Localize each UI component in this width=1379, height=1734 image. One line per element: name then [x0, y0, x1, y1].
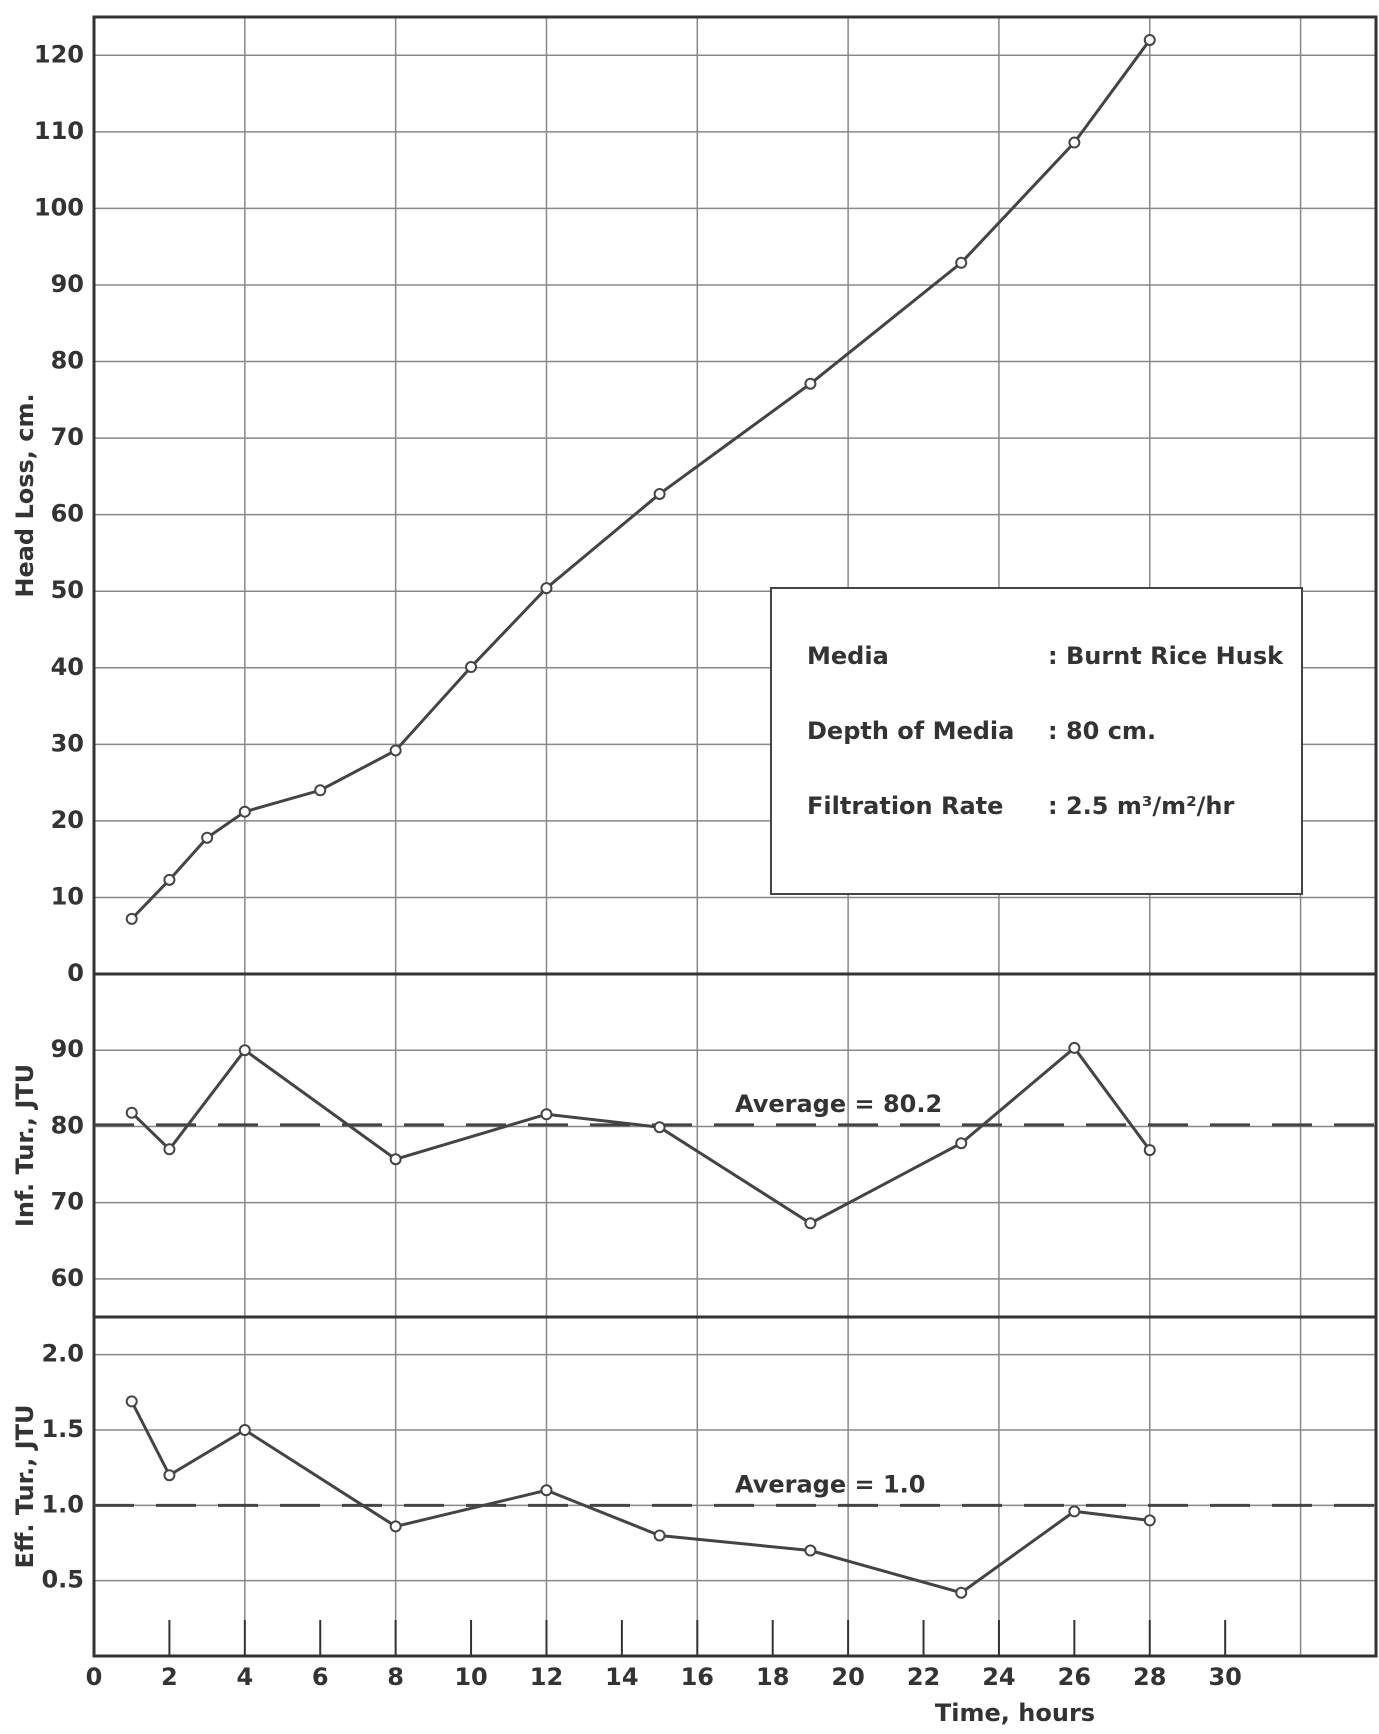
data-point — [804, 1217, 817, 1230]
data-point — [314, 784, 327, 797]
data-point — [804, 1544, 817, 1557]
y-tick-label: 80 — [51, 1111, 84, 1139]
x-axis-label: Time, hours — [935, 1699, 1095, 1727]
data-point — [1068, 1041, 1081, 1054]
info-text: : 2.5 m³/m²/hr — [1048, 792, 1234, 820]
x-tick-label: 24 — [982, 1663, 1015, 1691]
data-point — [653, 1529, 666, 1542]
info-box — [770, 587, 1303, 895]
x-tick-label: 8 — [387, 1663, 404, 1691]
x-tick-label: 4 — [236, 1663, 253, 1691]
y-tick-label: 100 — [34, 193, 84, 221]
info-text: Media — [807, 642, 889, 670]
x-tick-label: 22 — [907, 1663, 940, 1691]
y-tick-label: 1.5 — [41, 1415, 84, 1443]
data-line — [130, 1045, 1151, 1225]
data-point — [1143, 33, 1156, 46]
x-tick-label: 18 — [756, 1663, 789, 1691]
data-point — [653, 487, 666, 500]
data-point — [1068, 1505, 1081, 1518]
y-tick-label: 110 — [34, 117, 84, 145]
data-point — [238, 1044, 251, 1057]
y-tick-label: 70 — [51, 423, 84, 451]
data-point — [1143, 1144, 1156, 1157]
panel-frame — [92, 1315, 1378, 1658]
y-tick-label: 40 — [51, 653, 84, 681]
data-point — [238, 805, 251, 818]
x-tick-label: 14 — [605, 1663, 638, 1691]
x-tick-label: 6 — [312, 1663, 329, 1691]
y-tick-label: 80 — [51, 347, 84, 375]
average-label: Average = 80.2 — [735, 1090, 942, 1118]
data-point — [125, 912, 138, 925]
y-tick-label: 90 — [51, 1035, 84, 1063]
data-point — [955, 256, 968, 269]
data-point — [465, 660, 478, 673]
data-point — [163, 1469, 176, 1482]
y-axis-label: Head Loss, cm. — [11, 393, 39, 597]
y-tick-label: 0.5 — [41, 1566, 84, 1594]
y-tick-label: 30 — [51, 729, 84, 757]
average-label: Average = 1.0 — [735, 1470, 925, 1498]
x-tick-label: 28 — [1133, 1663, 1166, 1691]
x-tick-label: 16 — [681, 1663, 714, 1691]
data-line — [130, 1400, 1150, 1595]
data-point — [201, 831, 214, 844]
data-point — [163, 873, 176, 886]
y-tick-label: 60 — [51, 500, 84, 528]
data-point — [163, 1143, 176, 1156]
info-text: : 80 cm. — [1048, 717, 1156, 745]
data-point — [389, 1153, 402, 1166]
y-tick-label: 1.0 — [41, 1490, 84, 1518]
data-point — [804, 377, 817, 390]
y-tick-label: 120 — [34, 40, 84, 68]
y-tick-label: 0 — [67, 959, 84, 987]
data-point — [389, 1520, 402, 1533]
x-tick-label: 26 — [1058, 1663, 1091, 1691]
y-tick-label: 70 — [51, 1188, 84, 1216]
y-axis-label: Eff. Tur., JTU — [11, 1405, 39, 1569]
data-point — [540, 1108, 553, 1121]
data-point — [653, 1121, 666, 1134]
data-point — [1143, 1514, 1156, 1527]
y-tick-label: 90 — [51, 270, 84, 298]
data-point — [955, 1586, 968, 1599]
x-tick-label: 30 — [1208, 1663, 1241, 1691]
data-point — [238, 1424, 251, 1436]
x-tick-label: 2 — [161, 1663, 178, 1691]
panel-frame — [92, 972, 1378, 1319]
info-text: : Burnt Rice Husk — [1048, 642, 1284, 670]
x-tick-label: 0 — [86, 1663, 103, 1691]
data-point — [1068, 136, 1081, 149]
y-tick-label: 20 — [51, 806, 84, 834]
y-tick-label: 60 — [51, 1264, 84, 1292]
y-tick-label: 2.0 — [41, 1340, 84, 1368]
data-point — [540, 582, 553, 595]
data-point — [955, 1137, 968, 1150]
data-point — [125, 1106, 138, 1119]
data-point — [389, 744, 402, 757]
y-axis-label: Inf. Tur., JTU — [11, 1064, 39, 1227]
y-tick-label: 10 — [51, 882, 84, 910]
data-point — [540, 1484, 553, 1497]
info-text: Filtration Rate — [807, 792, 1003, 820]
info-text: Depth of Media — [807, 717, 1014, 745]
x-tick-label: 10 — [454, 1663, 487, 1691]
x-tick-label: 12 — [530, 1663, 563, 1691]
y-tick-label: 50 — [51, 576, 84, 604]
x-tick-label: 20 — [831, 1663, 864, 1691]
data-point — [125, 1395, 138, 1408]
